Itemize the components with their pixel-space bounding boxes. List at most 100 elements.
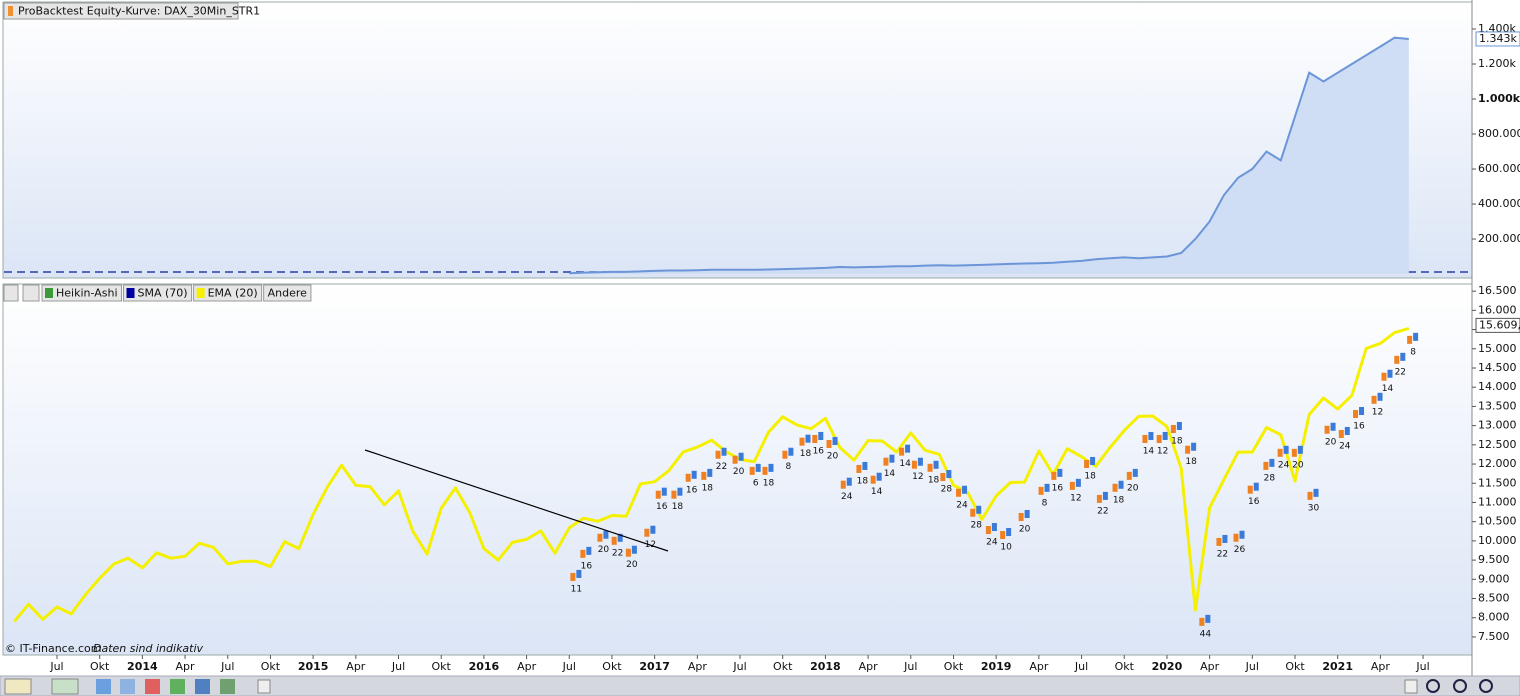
tool-button[interactable] — [120, 679, 135, 694]
signal-up — [889, 454, 895, 463]
signal-down — [970, 508, 976, 517]
y-tick-label: 11.000 — [1478, 495, 1517, 508]
x-tick-label: Okt — [432, 660, 452, 673]
tool-button[interactable] — [96, 679, 111, 694]
y-tick-label: 12.500 — [1478, 438, 1517, 451]
signal-up — [1253, 482, 1259, 491]
signal-up — [818, 431, 824, 440]
trend-line — [364, 449, 669, 552]
x-tick-label: Jul — [1074, 660, 1088, 673]
tool-button[interactable] — [195, 679, 210, 694]
legend-item — [193, 284, 263, 302]
x-tick-label: Apr — [346, 660, 366, 673]
x-tick-label: 2018 — [810, 660, 841, 673]
signal-count: 16 — [581, 561, 593, 571]
x-tick-label: Apr — [517, 660, 537, 673]
zoom-in-button[interactable] — [1479, 679, 1493, 693]
signal-up — [586, 546, 592, 555]
signal-down — [685, 473, 691, 482]
x-tick-label: Okt — [90, 660, 110, 673]
y-tick-label: 14.500 — [1478, 361, 1517, 374]
signal-count: 26 — [1234, 545, 1246, 555]
signal-up — [905, 444, 911, 453]
x-tick-label: Apr — [859, 660, 879, 673]
signal-down — [671, 490, 677, 499]
tool-button[interactable] — [4, 678, 32, 695]
signal-count: 20 — [1019, 524, 1031, 534]
toolbar — [0, 675, 1520, 696]
signal-count: 24 — [956, 500, 968, 510]
signal-count: 22 — [1097, 506, 1108, 516]
signal-count: 20 — [733, 467, 745, 477]
signal-count: 6 — [753, 478, 759, 488]
y-tick-label: 9.000 — [1478, 572, 1510, 585]
y-tick-label: 1.200k — [1478, 57, 1516, 70]
signal-count: 28 — [1264, 473, 1276, 483]
legend-swatch — [196, 288, 205, 298]
signal-up — [1283, 445, 1289, 454]
legend-item — [41, 284, 123, 302]
collapse-button[interactable] — [3, 284, 19, 302]
signal-down — [1247, 485, 1253, 494]
y-tick-label: 14.000 — [1478, 380, 1517, 393]
x-tick-label: Apr — [176, 660, 196, 673]
signal-down — [1170, 424, 1176, 433]
signal-down — [701, 471, 707, 480]
signal-down — [732, 455, 738, 464]
signal-down — [1263, 461, 1269, 470]
last-value-label: 15.609,1 — [1479, 318, 1520, 331]
scroll-right[interactable] — [1404, 679, 1418, 694]
price-panel — [2, 283, 1473, 656]
y-tick-label: 16.000 — [1478, 303, 1517, 316]
signal-up — [1176, 421, 1182, 430]
x-tick-label: Jul — [903, 660, 917, 673]
signal-down — [1199, 617, 1205, 626]
signal-up — [1162, 431, 1168, 440]
up-button[interactable] — [22, 284, 40, 302]
tool-button[interactable] — [170, 679, 185, 694]
signal-down — [927, 463, 933, 472]
signal-up — [631, 545, 637, 554]
signal-down — [1185, 445, 1191, 454]
signal-down — [1018, 512, 1024, 521]
x-tick-label: Jul — [49, 660, 63, 673]
signal-down — [1307, 491, 1313, 500]
zoom-button[interactable] — [1426, 679, 1440, 693]
x-tick-label: Okt — [773, 660, 793, 673]
signal-down — [655, 490, 661, 499]
tool-button[interactable] — [220, 679, 235, 694]
signal-down — [644, 528, 650, 537]
signal-down — [1096, 494, 1102, 503]
signal-count: 30 — [1308, 503, 1320, 513]
signal-down — [956, 488, 962, 497]
signal-up — [1191, 442, 1197, 451]
equity-header — [3, 2, 239, 20]
signal-up — [1090, 456, 1096, 465]
signal-up — [768, 463, 774, 472]
signal-up — [976, 505, 982, 514]
signal-up — [1024, 509, 1030, 518]
signal-up — [691, 470, 697, 479]
signal-count: 20 — [626, 560, 638, 570]
signal-up — [677, 487, 683, 496]
signal-down — [1381, 372, 1387, 381]
signal-down — [840, 480, 846, 489]
signal-up — [788, 447, 794, 456]
signal-down — [899, 447, 905, 456]
signal-up — [1102, 491, 1108, 500]
zoom-out-button[interactable] — [1453, 679, 1467, 693]
signal-down — [1069, 481, 1075, 490]
signal-count: 20 — [1292, 460, 1304, 470]
tool-button[interactable] — [145, 679, 160, 694]
x-tick-label: 2021 — [1322, 660, 1353, 673]
signal-up — [1413, 332, 1419, 341]
x-tick-label: 2017 — [639, 660, 670, 673]
tool-button[interactable] — [51, 678, 79, 695]
scroll-left[interactable] — [257, 679, 271, 694]
signal-down — [1126, 471, 1132, 480]
signal-up — [1205, 614, 1211, 623]
signal-up — [1297, 445, 1303, 454]
signal-down — [749, 466, 755, 475]
